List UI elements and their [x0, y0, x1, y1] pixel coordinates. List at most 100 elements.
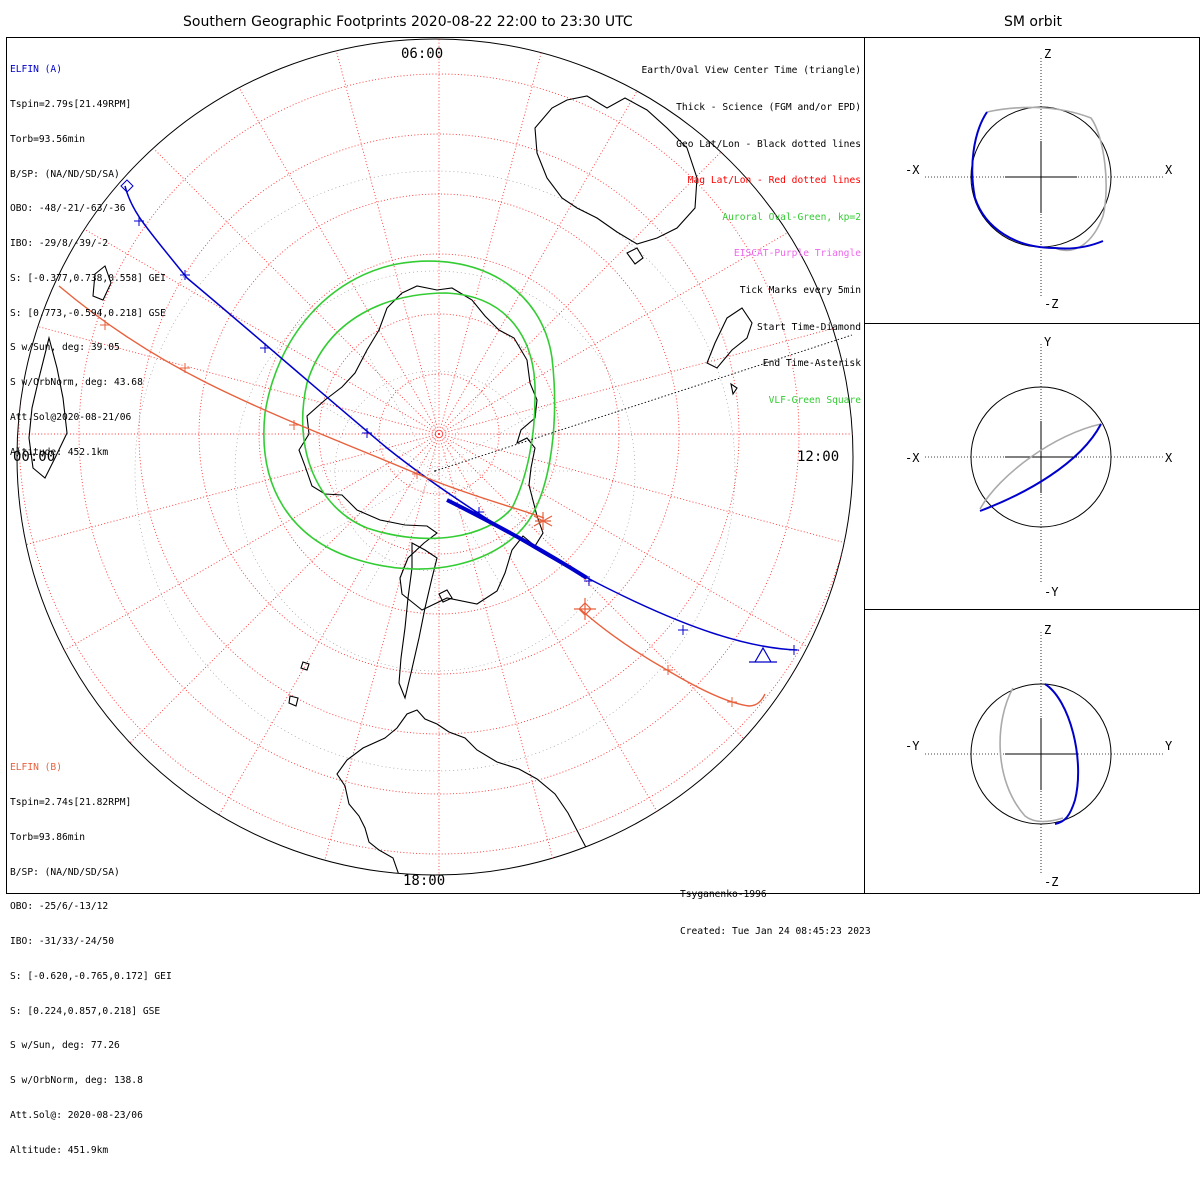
- elfin-a-line: S: [-0.377,0.738,0.558] GEI: [10, 272, 166, 284]
- model-credit: Tsyganenko-1996: [680, 889, 767, 901]
- elfin-b-line: Altitude: 451.9km: [10, 1144, 109, 1156]
- earth-circle: [970, 386, 1112, 528]
- coast-new-zealand: [706, 307, 753, 369]
- sm-panel-xz: -X X Z -Z: [864, 37, 1200, 324]
- polar-map: 06:00 00:00 12:00 18:00: [13, 38, 854, 889]
- credits: Tsyganenko-1996 Created: Tue Jan 24 08:4…: [680, 865, 871, 963]
- elfin-a-tick: [584, 576, 594, 586]
- legend-item: EISCAT-Purple Triangle: [733, 248, 861, 260]
- elfin-b-line: Torb=93.86min: [10, 831, 86, 843]
- sm-label-v-pos: Z: [1044, 47, 1051, 61]
- elfin-a-tick: [474, 507, 484, 517]
- earth-cross: [1005, 718, 1077, 790]
- elfin-a-info: ELFIN (A) Tspin=2.79s[21.49RPM] Torb=93.…: [10, 41, 166, 482]
- elfin-b-tick: [412, 469, 422, 479]
- satellite-tracks: [58, 179, 799, 707]
- elfin-b-name: ELFIN (B): [10, 762, 62, 774]
- legend-item: VLF-Green Square: [768, 394, 861, 406]
- sm-label-v-neg: -Z: [1044, 297, 1058, 311]
- sm-label-v-pos: Z: [1044, 623, 1051, 637]
- orbit-b: [979, 423, 1102, 510]
- coast-australia: [534, 95, 698, 245]
- elfin-b-info: ELFIN (B) Tspin=2.74s[21.82RPM] Torb=93.…: [10, 739, 172, 1180]
- geo-lat-circle: [234, 270, 636, 672]
- local-time-labels: 06:00 00:00 12:00 18:00: [13, 46, 839, 889]
- legend-item: Start Time-Diamond: [757, 321, 861, 333]
- geo-grid: [134, 170, 736, 772]
- orbit-a: [979, 423, 1102, 512]
- sm-label-h-neg: -X: [905, 163, 920, 177]
- legend-item: Thick - Science (FGM and/or EPD): [676, 102, 861, 114]
- elfin-a-tick: [180, 270, 190, 280]
- sm-label-v-neg: -Z: [1044, 875, 1058, 889]
- elfin-a-track: [124, 185, 798, 651]
- elfin-b-line: OBO: -25/6/-13/12: [10, 901, 109, 913]
- elfin-a-tick: [134, 216, 144, 226]
- sm-panel-xy: -X X Y -Y: [864, 323, 1200, 610]
- elfin-a-tick: [678, 625, 688, 635]
- time-label-right: 12:00: [797, 449, 839, 465]
- geo-lon-line: [434, 470, 557, 542]
- geo-lat-circle: [334, 370, 536, 572]
- elfin-a-tick: [260, 343, 270, 353]
- coast-tasmania: [626, 247, 644, 265]
- mag-lon-line: [257, 39, 440, 435]
- orbit-b: [999, 687, 1064, 823]
- elfin-a-line: S w/OrbNorm, deg: 43.68: [10, 377, 143, 389]
- sm-plot-xy: -X X Y -Y: [905, 335, 1173, 599]
- elfin-b-line: Tspin=2.74s[21.82RPM]: [10, 796, 132, 808]
- sm-plot-xz: -X X Z -Z: [905, 47, 1173, 311]
- mag-lon-line: [17, 433, 440, 785]
- map-boundary: [16, 38, 854, 876]
- sm-axes: [925, 344, 1165, 584]
- earth-cross: [1005, 141, 1077, 213]
- coast-antarctica: [298, 285, 544, 611]
- earth-circle: [970, 683, 1112, 825]
- created-credit: Created: Tue Jan 24 08:45:23 2023: [680, 926, 871, 938]
- elfin-a-tick: [362, 428, 372, 438]
- elfin-a-line: Att.Sol@2020-08-21/06: [10, 412, 132, 423]
- geo-lon-line: [313, 400, 436, 472]
- elfin-b-line: IBO: -31/33/-24/50: [10, 936, 114, 948]
- sm-label-h-neg: -Y: [905, 739, 920, 753]
- sm-plot-yz: -Y Y Z -Z: [905, 623, 1173, 889]
- time-label-top: 06:00: [401, 46, 443, 62]
- elfin-a-line: OBO: -48/-21/-63/-36: [10, 203, 126, 215]
- geo-lon-line: [364, 349, 436, 472]
- elfin-a-line: S: [0.773,-0.594,0.218] GSE: [10, 307, 166, 319]
- legend-item: Mag Lat/Lon - Red dotted lines: [687, 175, 861, 187]
- mag-lat-circle: [318, 313, 560, 555]
- elfin-b-line: S: [0.224,0.857,0.218] GSE: [10, 1005, 161, 1017]
- mag-lon-line: [438, 433, 853, 875]
- auroral-oval-inner: [301, 292, 536, 540]
- elfin-a-line: Altitude: 452.1km: [10, 446, 109, 458]
- elfin-a-line: IBO: -29/8/-39/-2: [10, 238, 109, 250]
- geo-lat-circle: [134, 170, 736, 772]
- mag-lat-circle: [378, 373, 500, 495]
- coast-islands: [288, 382, 738, 707]
- legend-item: Tick Marks every 5min: [739, 285, 861, 297]
- auroral-oval-outer: [263, 260, 556, 570]
- elfin-b-line: B/SP: (NA/ND/SD/SA): [10, 866, 120, 878]
- elfin-b-line: Att.Sol@: 2020-08-23/06: [10, 1110, 143, 1121]
- elfin-b-tick: [100, 320, 110, 330]
- mag-lon-line: [438, 39, 621, 435]
- legend-item: End Time-Asterisk: [762, 358, 861, 370]
- map-disc: [16, 38, 854, 876]
- coast-madagascar: [92, 265, 112, 301]
- sm-label-v-pos: Y: [1044, 335, 1052, 349]
- sm-axes: [925, 58, 1165, 298]
- legend-item: Earth/Oval View Center Time (triangle): [641, 65, 862, 77]
- time-label-bottom: 18:00: [403, 873, 445, 889]
- mag-lat-circle: [78, 73, 800, 795]
- geo-lon-line: [434, 349, 506, 472]
- elfin-a-view-center-triangle: [749, 646, 777, 663]
- orbit-a: [1044, 683, 1080, 825]
- mag-lon-line: [257, 433, 440, 875]
- elfin-a-name: ELFIN (A): [10, 64, 62, 76]
- elfin-b-tick: [663, 665, 673, 675]
- elfin-b-tick: [289, 420, 299, 430]
- elfin-b-track-1: [58, 285, 545, 519]
- coast-peninsula: [398, 542, 438, 700]
- elfin-b-tick: [180, 363, 190, 373]
